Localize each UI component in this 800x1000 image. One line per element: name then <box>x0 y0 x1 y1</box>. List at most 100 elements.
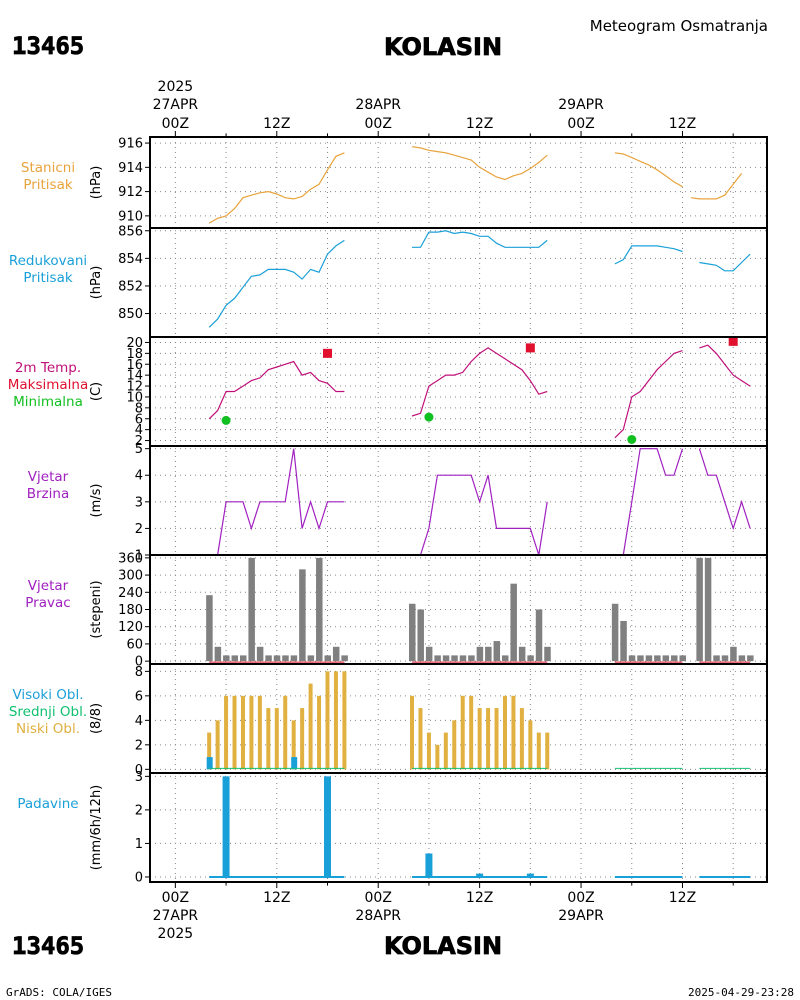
cloud-high-bar <box>291 757 298 770</box>
direction-bar <box>721 655 729 662</box>
y-tick-label: 1 <box>135 549 143 564</box>
panel-label: Niski Obl. <box>16 721 80 737</box>
y-tick-label: 12 <box>126 380 143 395</box>
cloud-low-bar <box>224 695 229 770</box>
panel-label: Pritisak <box>23 270 73 286</box>
panels: 910912914916(hPa)StanicniPritisak8508528… <box>8 136 768 885</box>
y-tick-label: 4 <box>135 423 143 438</box>
direction-bar <box>696 557 703 662</box>
direction-bar <box>273 655 281 662</box>
series-line <box>412 474 548 556</box>
precip-bar <box>222 776 230 877</box>
cloud-low-bar <box>469 695 474 770</box>
cloud-low-bar <box>240 695 245 770</box>
panel-label: Redukovani <box>9 253 87 269</box>
y-tick-label: 2 <box>135 522 143 537</box>
cloud-low-bar <box>266 708 271 770</box>
direction-bar <box>510 583 517 662</box>
y-tick-label: 914 <box>118 161 143 176</box>
direction-bar <box>671 655 678 662</box>
y-tick-label: 856 <box>118 224 143 239</box>
year-label: 2025 <box>158 926 194 942</box>
precip-bar <box>425 853 433 877</box>
panel-label: Pravac <box>25 595 70 611</box>
cloud-low-bar <box>317 695 322 770</box>
top-time-axis: 00Z 12Z 00Z 12Z 00Z 12Z 27APR 28APR 29APR 2025 <box>153 79 734 137</box>
y-tick-label: 180 <box>118 603 143 618</box>
series-line <box>614 152 683 188</box>
direction-bar <box>206 595 213 662</box>
panel-label: Vjetar <box>28 578 69 594</box>
cloud-low-bar <box>249 695 254 770</box>
panel-label: Pritisak <box>23 177 73 193</box>
y-tick-label: 360 <box>118 551 143 566</box>
y-tick-label: 16 <box>126 358 143 373</box>
tmin-marker <box>424 412 434 422</box>
y-tick-label: 2 <box>135 803 143 818</box>
cloud-high-bar <box>206 757 213 770</box>
cloud-low-bar <box>435 744 440 770</box>
direction-bar <box>332 646 340 662</box>
series-line <box>208 152 345 224</box>
panel-label: Maksimalna <box>8 377 89 393</box>
direction-bar <box>248 557 255 662</box>
precip-bar <box>526 873 534 877</box>
panel-unit: (mm/6h/12h) <box>89 785 104 871</box>
hour-label: 00Z <box>567 116 594 132</box>
direction-bar <box>214 646 222 662</box>
series-line <box>208 239 345 328</box>
hour-label: 12Z <box>263 890 290 906</box>
date-label: 27APR <box>153 97 199 113</box>
direction-bar <box>527 655 534 662</box>
cloud-low-bar <box>291 720 296 770</box>
station-id-top: 13465 <box>12 32 84 60</box>
y-tick-label: 2 <box>135 434 143 449</box>
cloud-low-bar <box>545 732 550 770</box>
direction-bar <box>316 557 323 662</box>
panel-frame <box>149 227 768 338</box>
panel-label: Brzina <box>27 486 69 502</box>
direction-bar <box>299 569 306 662</box>
panel-frame <box>149 554 768 665</box>
series-line <box>209 448 345 556</box>
panel-label: Srednji Obl. <box>9 704 87 720</box>
panel-label: Vjetar <box>28 469 69 485</box>
direction-bar <box>518 646 526 662</box>
series-line <box>699 344 751 387</box>
y-tick-label: 4 <box>135 714 143 729</box>
hour-label: 12Z <box>466 890 493 906</box>
hour-label: 00Z <box>365 116 392 132</box>
direction-bar <box>713 655 720 662</box>
cloud-low-bar <box>426 732 431 770</box>
precip-bar <box>323 776 331 877</box>
y-tick-label: 240 <box>118 586 143 601</box>
panel-frame <box>149 445 768 556</box>
direction-bar <box>535 609 543 662</box>
y-tick-label: 1 <box>135 837 143 852</box>
direction-bar <box>231 655 239 662</box>
cloud-low-bar <box>519 708 524 770</box>
chart-subtitle: Meteogram Osmatranja <box>590 17 768 35</box>
y-tick-label: 3 <box>135 495 143 510</box>
tmax-marker <box>728 336 738 346</box>
series-line <box>411 146 548 181</box>
precip-bar <box>476 873 484 877</box>
cloud-low-bar <box>215 720 220 770</box>
y-tick-label: 0 <box>135 763 143 778</box>
date-label: 29APR <box>558 97 604 113</box>
panel-unit: (hPa) <box>89 166 104 200</box>
cloud-low-bar <box>308 683 313 770</box>
cloud-low-bar <box>502 695 507 770</box>
cloud-low-bar <box>477 708 482 770</box>
date-label: 28APR <box>355 97 401 113</box>
series-line <box>690 173 743 200</box>
direction-bar <box>662 655 670 662</box>
direction-bar <box>468 655 475 662</box>
panel-label: Padavine <box>17 796 78 812</box>
y-tick-label: 2 <box>135 738 143 753</box>
date-label: 28APR <box>355 908 401 924</box>
y-tick-label: 6 <box>135 412 143 427</box>
